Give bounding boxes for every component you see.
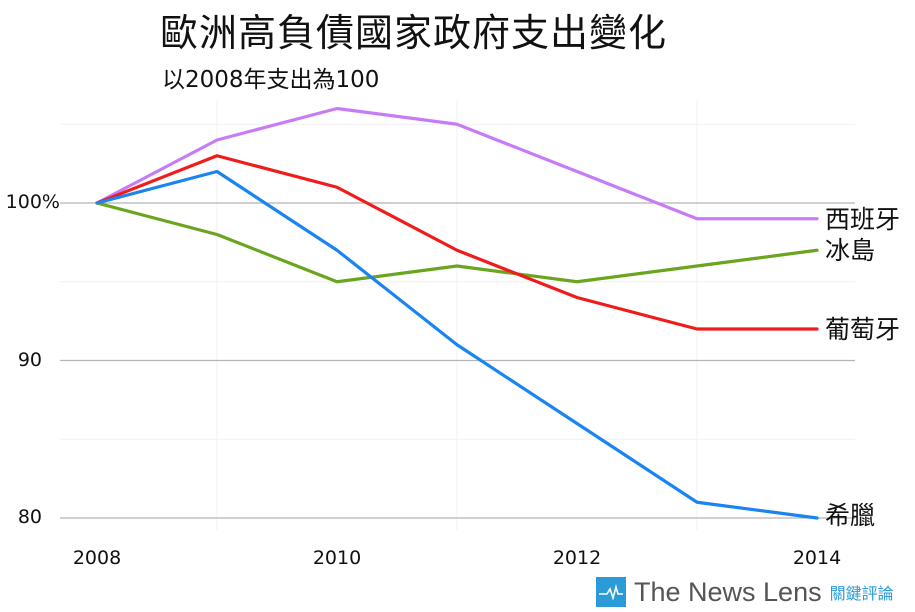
label-portugal: 葡萄牙: [825, 315, 901, 344]
series-line-冰島: [95, 201, 819, 284]
series-lines: [95, 106, 819, 520]
series-line-西班牙: [95, 106, 819, 221]
y-tick-80: 80: [17, 506, 42, 528]
label-iceland: 冰島: [825, 236, 876, 265]
major-gridlines: [60, 202, 855, 519]
chart-title: 歐洲高負債國家政府支出變化: [160, 11, 668, 55]
series-line-葡萄牙: [95, 154, 819, 331]
x-tick-2010: 2010: [312, 547, 362, 569]
x-tick-2012: 2012: [552, 547, 602, 569]
logo-chinese-text: 關鍵評論: [829, 584, 894, 603]
y-tick-90: 90: [17, 349, 42, 371]
heartbeat-icon: [596, 577, 626, 607]
series-line-希臘: [95, 169, 819, 520]
minor-gridlines: [60, 100, 855, 530]
x-tick-2008: 2008: [72, 547, 122, 569]
x-tick-2014: 2014: [792, 547, 842, 569]
label-greece: 希臘: [825, 501, 876, 530]
y-tick-100: 100%: [5, 191, 60, 213]
news-lens-logo: The News Lens 關鍵評論: [596, 577, 894, 607]
logo-text: The News Lens: [634, 576, 822, 607]
chart-subtitle: 以2008年支出為100: [162, 67, 380, 93]
label-spain: 西班牙: [825, 205, 901, 234]
